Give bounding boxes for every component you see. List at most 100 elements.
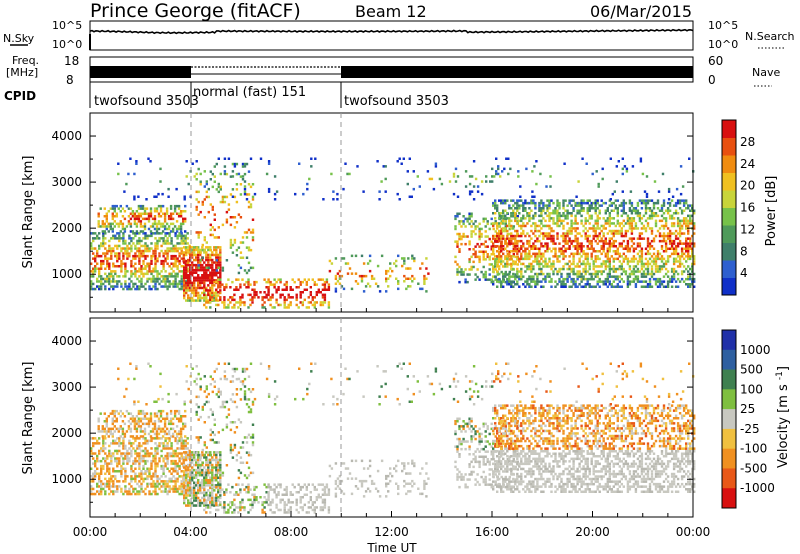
velocity-cell-57 [100, 487, 103, 491]
power-cell-3331 [646, 262, 650, 266]
power-colorbar-tick-20: 20 [740, 179, 755, 193]
power-cell-518 [176, 282, 179, 286]
power-cell-706 [139, 220, 143, 223]
power-cell-3466 [662, 237, 666, 240]
velocity-cell-408 [158, 477, 161, 481]
date-label: 06/Mar/2015 [590, 2, 692, 21]
power-cell-1479 [221, 266, 225, 270]
power-cell-2759 [580, 209, 583, 212]
power-cell-3834 [378, 198, 381, 201]
power-cell-3938 [613, 190, 616, 193]
power-cell-2532 [556, 255, 559, 258]
velocity-cell-871 [187, 481, 190, 484]
power-cell-2030 [500, 262, 503, 266]
power-cell-2683 [572, 227, 575, 230]
power-cell-908 [191, 263, 194, 267]
power-cell-3775 [199, 172, 202, 176]
power-cell-1378 [319, 301, 322, 304]
power-cell-2972 [604, 227, 607, 230]
power-cell-1303 [283, 301, 286, 304]
power-cell-91 [104, 232, 107, 235]
velocity-cell-244 [132, 462, 135, 465]
power-cell-3185 [628, 209, 632, 212]
power-cell-2581 [562, 265, 565, 268]
power-cell-535 [178, 259, 181, 263]
power-cell-1049 [209, 291, 212, 295]
power-cell-1583 [334, 277, 338, 280]
power-cell-2510 [552, 219, 555, 223]
power-cell-2390 [538, 201, 541, 205]
power-cell-1248 [255, 291, 258, 294]
velocity-cell-750 [155, 430, 159, 433]
velocity-cell-579 [184, 464, 187, 468]
power-cell-3372 [650, 232, 654, 235]
power-cell-780 [165, 210, 169, 213]
velocity-cell-533 [178, 475, 181, 478]
power-cell-2540 [556, 214, 559, 218]
power-cell-2702 [574, 219, 577, 223]
power-cell-2171 [514, 207, 517, 210]
power-cell-811 [177, 207, 181, 210]
power-cell-3754 [149, 160, 152, 163]
power-cell-3655 [685, 224, 688, 228]
velocity-cell-702 [137, 409, 141, 413]
power-cell-3605 [678, 227, 682, 230]
power-cell-265 [136, 277, 139, 281]
velocity-cell-256 [134, 462, 137, 465]
power-cell-3316 [644, 229, 648, 233]
power-cell-1124 [217, 258, 220, 262]
power-cell-370 [152, 254, 155, 258]
power-cell-1333 [297, 286, 300, 289]
power-cell-2121 [510, 262, 513, 266]
power-cell-2321 [532, 275, 535, 278]
power-cell-2188 [516, 222, 519, 225]
velocity-cell-931 [193, 451, 196, 454]
power-cell-1922 [508, 250, 511, 253]
power-cell-500 [172, 244, 175, 248]
power-cell-1194 [229, 286, 232, 289]
power-cell-469 [168, 275, 171, 278]
power-cell-1867 [496, 273, 499, 276]
power-cell-74 [102, 242, 105, 245]
power-cell-3952 [639, 157, 643, 160]
velocity-cell-416 [160, 480, 163, 483]
power-cell-1257 [263, 301, 266, 304]
power-cell-739 [151, 222, 155, 226]
velocity-cell-194 [124, 490, 127, 493]
power-cell-2642 [568, 245, 571, 248]
power-cell-1708 [458, 270, 461, 274]
velocity-cell-737 [149, 412, 153, 415]
power-cell-3470 [662, 224, 666, 228]
velocity-cell-220 [128, 482, 131, 486]
power-cell-2589 [562, 234, 565, 238]
power-cell-3656 [685, 222, 688, 225]
power-cell-346 [148, 265, 151, 268]
power-cell-1348 [305, 306, 308, 309]
power-cell-1950 [516, 248, 519, 251]
power-cell-1703 [456, 240, 459, 243]
power-colorbar-tick-24: 24 [740, 157, 755, 171]
power-cell-2093 [506, 234, 509, 238]
power-cell-899 [191, 291, 194, 295]
velocity-cell-672 [127, 427, 131, 431]
power-cell-3150 [624, 212, 628, 215]
velocity-cell-326 [144, 442, 147, 445]
power-cell-885 [189, 279, 192, 282]
power-cell-1947 [516, 263, 519, 266]
power-cell-1097 [215, 294, 218, 297]
power-cell-1489 [225, 218, 229, 221]
velocity-cell-99 [106, 457, 109, 460]
power-cell-1243 [253, 291, 256, 294]
velocity-cell-661 [121, 432, 125, 436]
power-cell-871 [187, 276, 190, 279]
velocity-cell-915 [193, 504, 196, 507]
power-cell-2489 [550, 239, 553, 243]
velocity-cell-798 [173, 430, 177, 433]
power-cell-3245 [636, 262, 640, 266]
velocity-cell-75 [102, 444, 105, 448]
power-cell-2322 [532, 267, 535, 271]
power-cell-2248 [524, 285, 527, 288]
power-cell-1319 [289, 301, 292, 304]
power-cell-1088 [213, 274, 216, 277]
power-cell-3503 [666, 232, 670, 235]
